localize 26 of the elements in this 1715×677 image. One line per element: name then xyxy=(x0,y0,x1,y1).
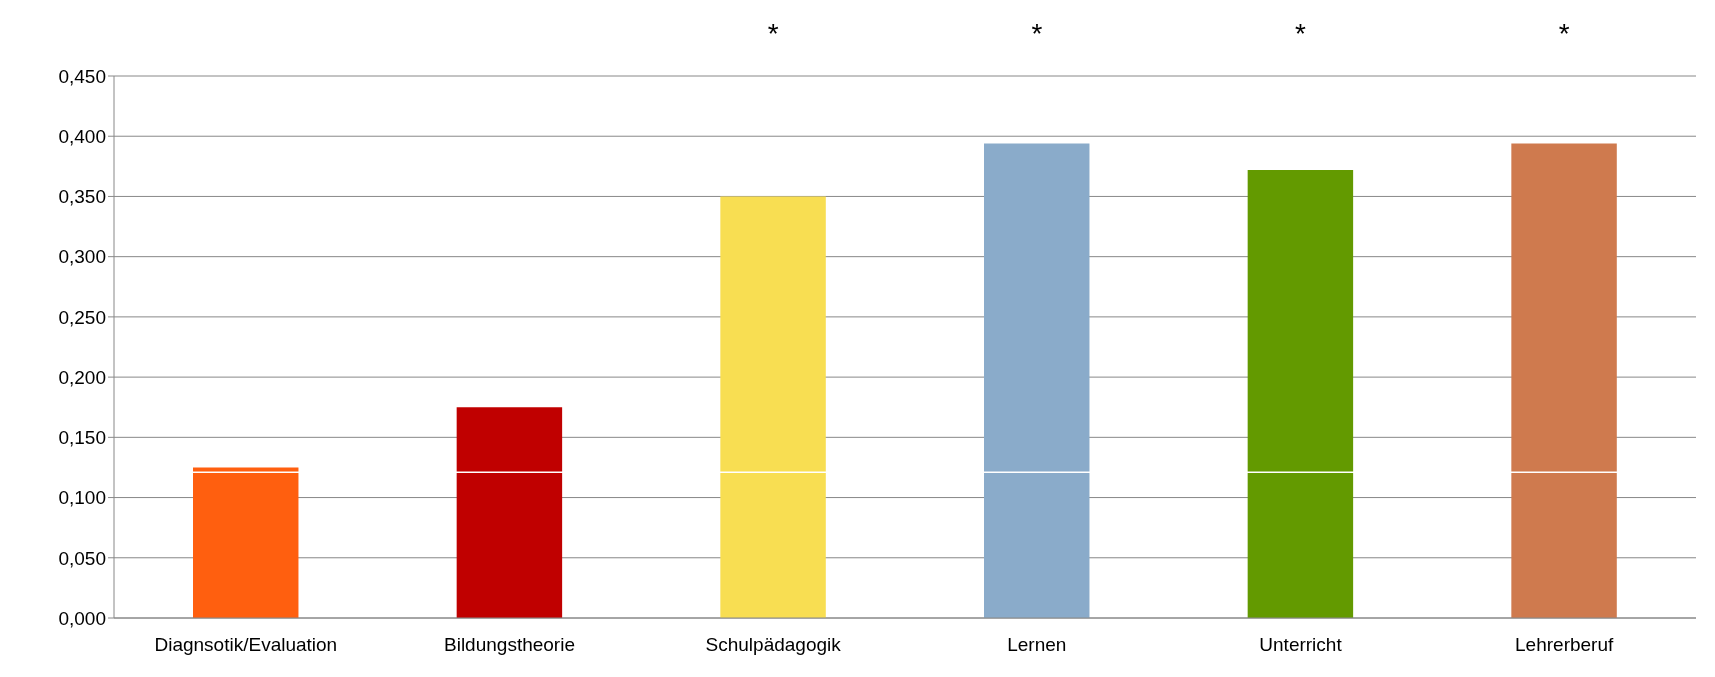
bar xyxy=(193,467,299,618)
y-tick-label: 0,050 xyxy=(58,547,106,569)
y-tick-label: 0,250 xyxy=(58,306,106,328)
x-tick-label: Unterricht xyxy=(1259,634,1343,656)
text: * xyxy=(766,18,780,50)
text: * xyxy=(1294,18,1307,50)
y-tick-label: 0,150 xyxy=(58,427,106,449)
x-tick-label: Lernen xyxy=(1007,634,1067,656)
x-tick-label: Bildungstheorie xyxy=(444,634,575,656)
text: * xyxy=(1030,18,1044,50)
bar xyxy=(1247,169,1354,618)
bar xyxy=(1511,143,1617,618)
y-tick-label: 0,100 xyxy=(58,487,106,509)
bar xyxy=(984,143,1090,618)
x-tick-label: Diagnsotik/Evaluation xyxy=(154,634,338,656)
y-tick-label: 0,450 xyxy=(58,65,106,87)
y-tick-label: 0,300 xyxy=(58,246,106,268)
y-tick-label: 0,350 xyxy=(58,186,106,208)
x-tick-label: Schulpädagogik xyxy=(705,634,842,656)
y-tick-label: 0,400 xyxy=(58,125,106,147)
bar xyxy=(720,196,826,618)
bar xyxy=(456,407,563,618)
y-tick-label: 0,000 xyxy=(58,607,106,629)
x-tick-label: Lehrerberuf xyxy=(1515,634,1614,656)
text: * xyxy=(1557,18,1571,50)
y-tick-label: 0,200 xyxy=(58,366,106,388)
